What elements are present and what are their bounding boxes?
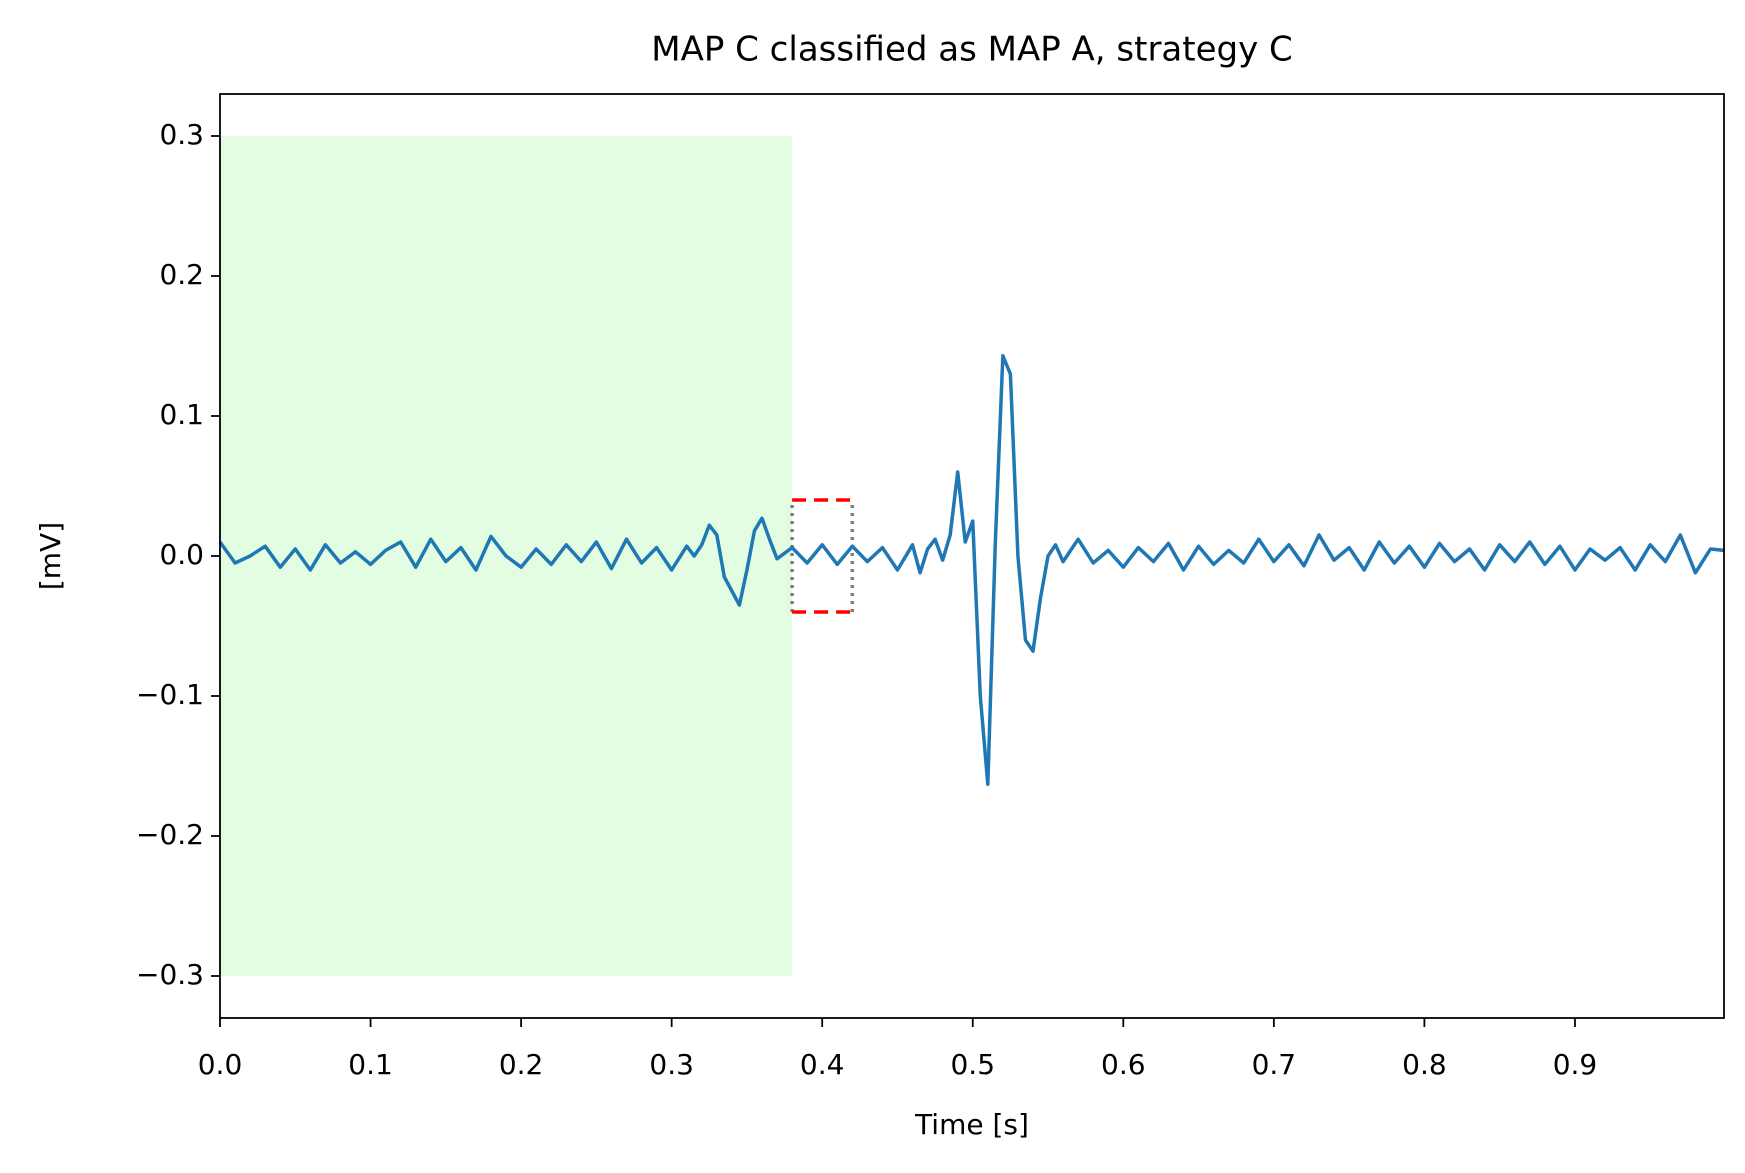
y-axis-label: [mV] [34,522,67,590]
x-tick-label: 0.5 [950,1048,995,1081]
x-tick-label: 0.1 [348,1048,393,1081]
x-tick-label: 0.8 [1402,1048,1447,1081]
chart-title: MAP C classified as MAP A, strategy C [651,30,1293,70]
signal-line [218,354,1725,786]
y-tick-label: −0.2 [136,818,204,851]
x-tick-label: 0.0 [198,1048,243,1081]
x-tick-label: 0.4 [800,1048,845,1081]
y-tick-label: 0.1 [159,398,204,431]
y-tick-label: −0.3 [136,958,204,991]
x-tick-label: 0.3 [649,1048,694,1081]
x-tick-label: 0.7 [1252,1048,1297,1081]
x-tick-label: 0.2 [499,1048,544,1081]
y-tick-label: −0.1 [136,678,204,711]
y-tick-label: 0.0 [159,538,204,571]
x-axis-label: Time [s] [914,1108,1029,1141]
y-tick-label: 0.2 [159,258,204,291]
x-tick-label: 0.9 [1553,1048,1598,1081]
x-tick-label: 0.6 [1101,1048,1146,1081]
y-tick-label: 0.3 [159,118,204,151]
